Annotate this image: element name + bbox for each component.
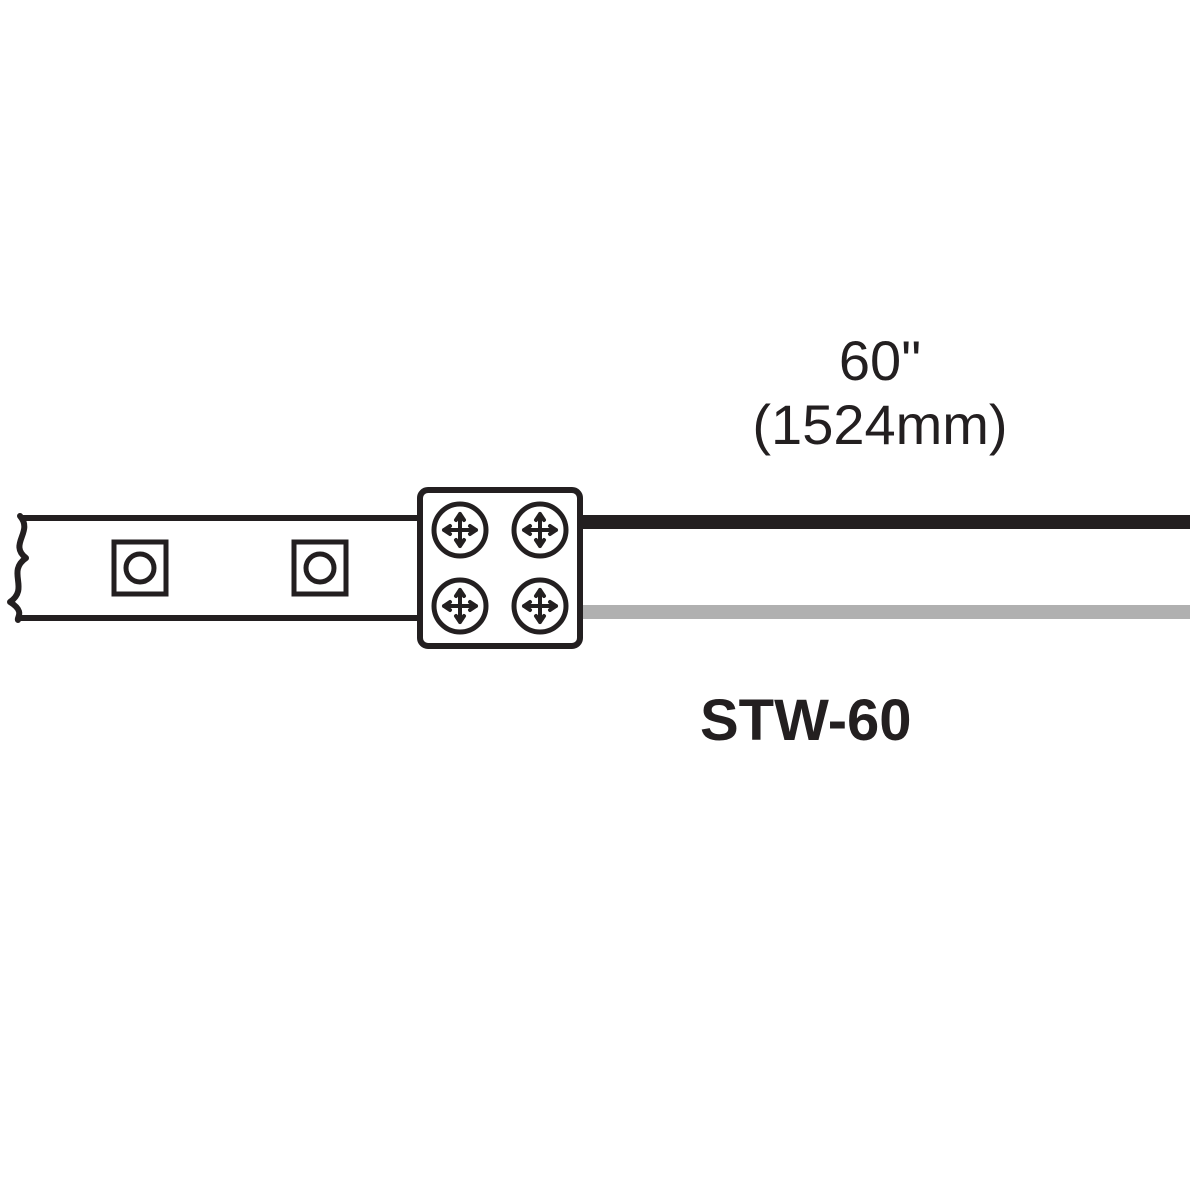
led-pad-2	[294, 542, 346, 594]
screw-bl	[434, 580, 486, 632]
connector-diagram: 60" (1524mm) STW-60	[0, 0, 1200, 1200]
screw-br	[514, 580, 566, 632]
part-number: STW-60	[700, 688, 912, 753]
screw-tl	[434, 504, 486, 556]
led-strip	[0, 516, 430, 620]
dim-inches: 60"	[839, 329, 921, 392]
screw-tr	[514, 504, 566, 556]
strip-outline	[0, 518, 430, 618]
dim-mm: (1524mm)	[752, 393, 1007, 456]
wires	[560, 522, 1190, 612]
led-pad-1	[114, 542, 166, 594]
connector-block	[420, 490, 580, 646]
